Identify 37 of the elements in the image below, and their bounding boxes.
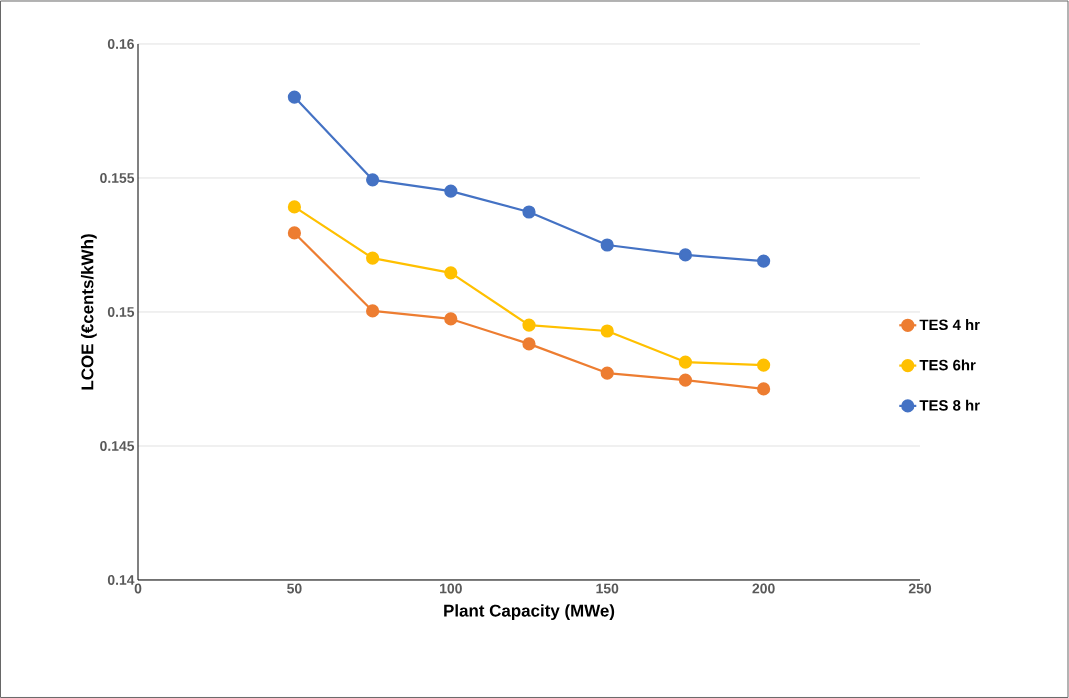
y-tick-label: 0.15 <box>107 307 135 317</box>
point <box>757 382 771 396</box>
point <box>522 337 536 351</box>
x-tick-label: 150 <box>596 583 619 594</box>
x-tick-label: 200 <box>752 583 775 594</box>
point <box>444 184 458 198</box>
x-tick-label: 50 <box>287 583 302 594</box>
point <box>600 238 614 252</box>
y-tick-label: 0.155 <box>100 173 135 183</box>
point <box>678 248 693 262</box>
point <box>444 312 458 326</box>
point <box>600 366 614 380</box>
y-tick-label: 0.16 <box>107 39 134 49</box>
y-tick-label: 0.145 <box>100 441 135 451</box>
legend-label: TES 6hr <box>919 359 976 371</box>
x-tick-label: 0 <box>134 583 142 594</box>
point <box>678 355 693 369</box>
point <box>522 318 536 332</box>
x-tick-label: 250 <box>908 583 932 594</box>
point <box>287 90 302 104</box>
point <box>678 373 693 387</box>
y-tick-label: 0.14 <box>107 575 135 585</box>
x-axis-title: Plant Capacity (MWe) <box>444 604 615 621</box>
point <box>287 226 302 240</box>
point <box>522 205 536 219</box>
y-axis-title: LCOE (€cents/kWh) <box>80 234 97 390</box>
point <box>366 173 380 187</box>
legend-label: TES 8 hr <box>919 399 980 411</box>
x-tick-label: 100 <box>440 583 462 594</box>
legend-label: TES 4 hr <box>919 319 980 331</box>
point <box>600 324 614 338</box>
point <box>757 358 771 372</box>
point <box>444 266 458 280</box>
point <box>287 200 302 214</box>
point <box>757 254 771 268</box>
point <box>366 304 380 318</box>
point <box>366 251 380 265</box>
